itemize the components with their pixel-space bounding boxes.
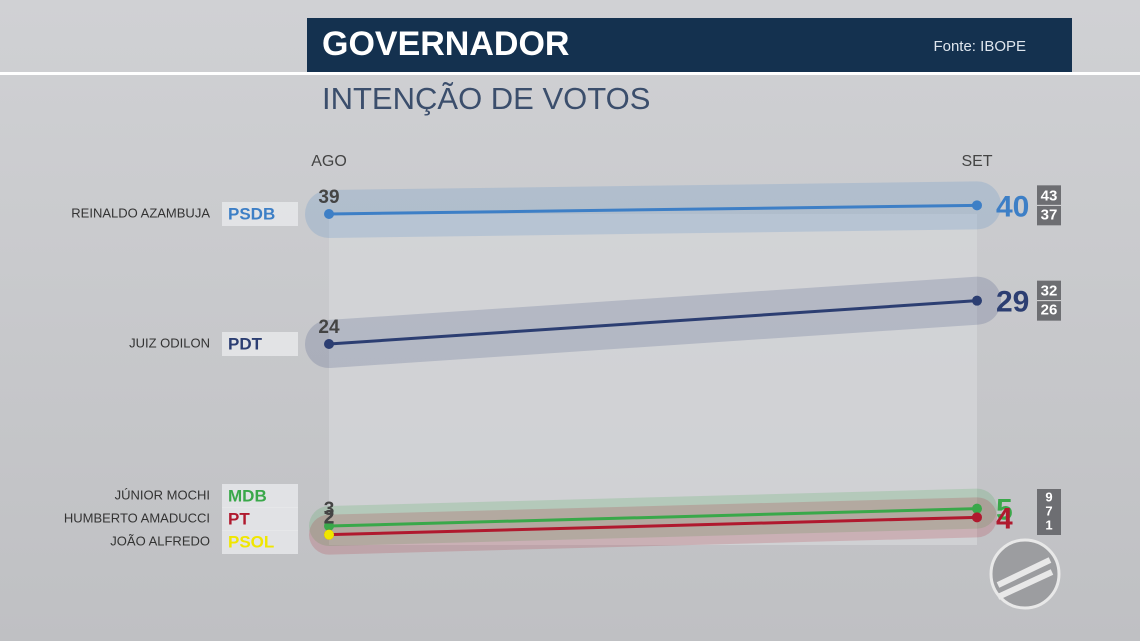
plot-area — [329, 214, 977, 545]
interval-label: 7 — [1045, 503, 1052, 518]
value-label: 39 — [318, 187, 339, 208]
candidate-label: JUIZ ODILON — [129, 335, 210, 350]
point — [324, 529, 334, 540]
point — [324, 339, 334, 349]
party-box — [222, 332, 298, 356]
candidate-label: REINALDO AZAMBUJA — [71, 205, 210, 220]
interval-label: 32 — [1041, 283, 1058, 300]
point — [972, 295, 982, 306]
value-label: 4 — [996, 502, 1013, 535]
legend-label: MDB — [228, 486, 267, 505]
value-label: 40 — [996, 190, 1029, 223]
party-box — [222, 202, 298, 226]
title-bar — [307, 18, 1072, 72]
interval-label: 43 — [1041, 187, 1058, 204]
point — [324, 521, 334, 531]
series-line — [328, 507, 978, 528]
candidate-label: HUMBERTO AMADUCCI — [64, 510, 210, 525]
interval-label: 1 — [1045, 517, 1052, 532]
value-label: 5 — [996, 494, 1013, 527]
point — [972, 200, 982, 211]
party-box — [222, 530, 298, 554]
series-line — [328, 299, 978, 346]
series-line — [328, 515, 978, 537]
point — [972, 512, 982, 523]
source: Fonte: IBOPE — [933, 38, 1026, 55]
interval-label: 9 — [1045, 489, 1052, 504]
subtitle: INTENÇÃO DE VOTOS — [322, 81, 650, 116]
value-label: 29 — [996, 286, 1029, 319]
logo — [989, 538, 1061, 610]
value-label: 3 — [324, 499, 335, 520]
legend-label: PSOL — [228, 532, 274, 551]
series-line — [328, 203, 978, 216]
title: GOVERNADOR — [322, 25, 569, 63]
candidate-label: JOÃO ALFREDO — [110, 533, 210, 548]
x-tick-label: AGO — [311, 153, 347, 170]
legend-label: PT — [228, 509, 250, 528]
candidate-label: JÚNIOR MOCHI — [115, 487, 210, 502]
legend-label: PSDB — [228, 204, 275, 223]
point — [324, 209, 334, 219]
interval-label: 26 — [1041, 302, 1058, 319]
point — [972, 503, 982, 514]
divider — [0, 72, 1140, 75]
value-label: 2 — [324, 508, 335, 529]
interval-box — [1037, 489, 1061, 535]
party-box — [222, 484, 298, 508]
x-tick-label: SET — [961, 153, 992, 170]
value-label: 24 — [318, 317, 340, 338]
interval-label: 37 — [1041, 206, 1058, 223]
party-box — [222, 507, 298, 531]
legend-label: PDT — [228, 334, 263, 353]
value-label: 2 — [324, 508, 335, 529]
